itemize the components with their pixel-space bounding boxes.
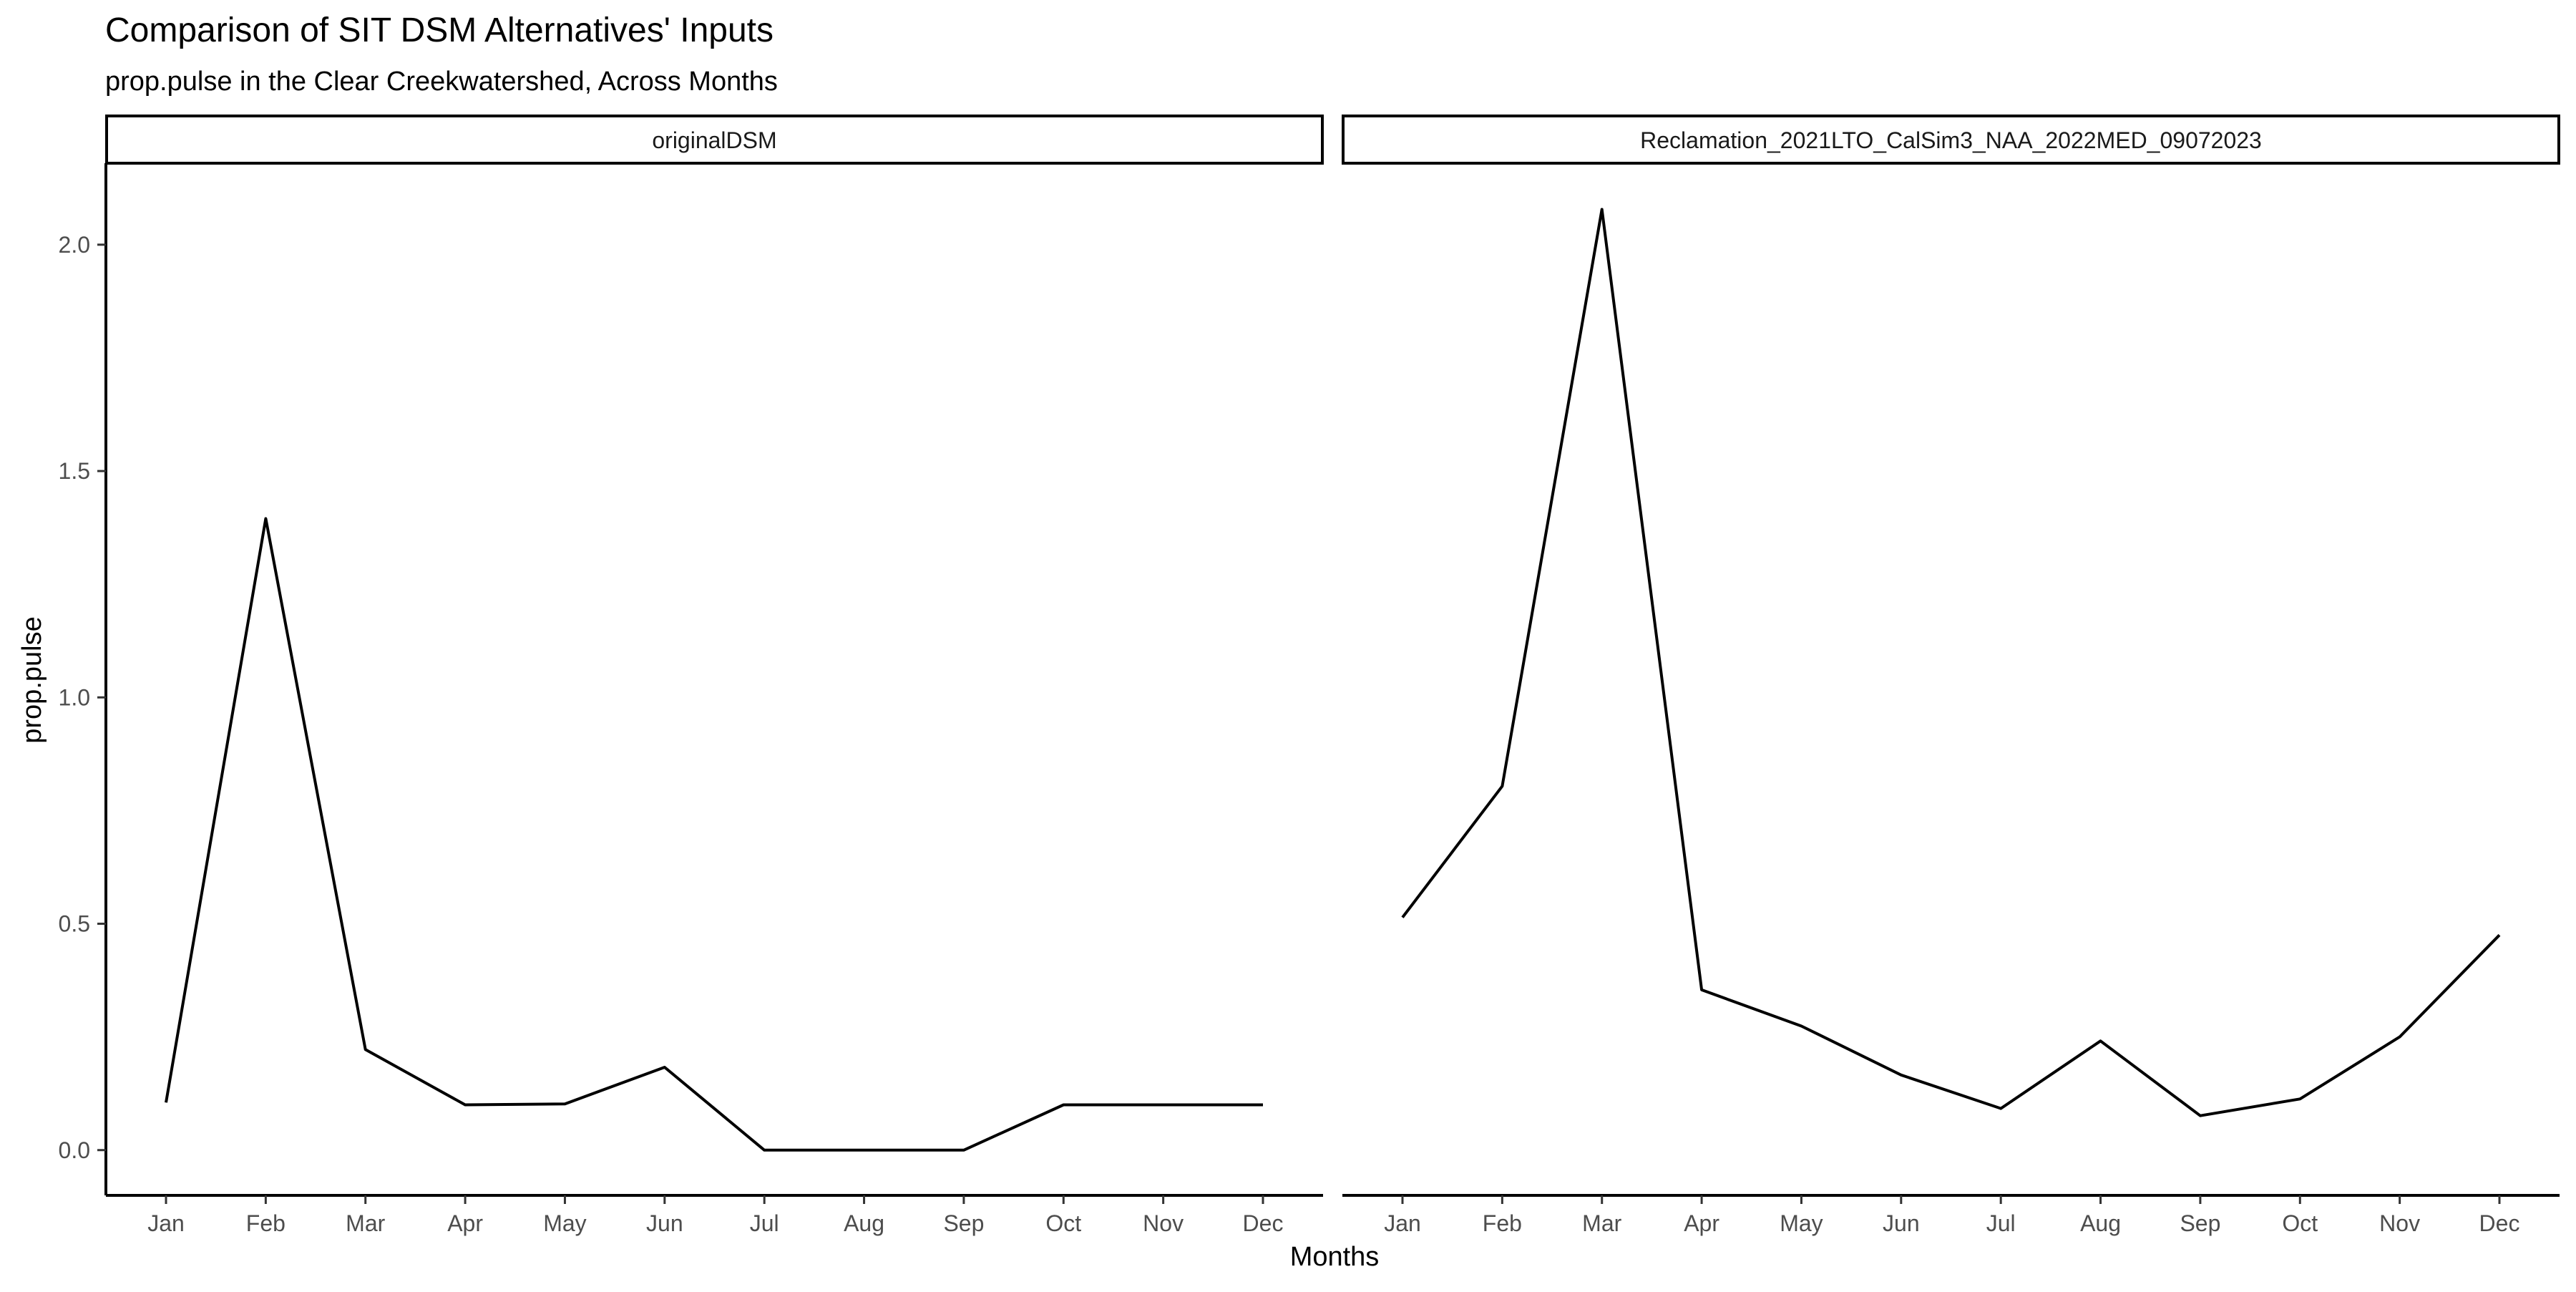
facet-strip-1: [105, 115, 1324, 165]
facet-strip-2: [1342, 115, 2560, 165]
y-tick-label-0: 0.0: [59, 1137, 90, 1163]
x-tick-label-2-sep: Sep: [2180, 1210, 2220, 1236]
x-tick-label-2-nov: Nov: [2379, 1210, 2420, 1236]
y-tick-label-4: 2.0: [59, 232, 90, 258]
x-tick-label-1-may: May: [543, 1210, 586, 1236]
x-tick-label-1-mar: Mar: [346, 1210, 385, 1236]
y-tick-label-2: 1.0: [59, 684, 90, 710]
x-tick-label-2-apr: Apr: [1684, 1210, 1719, 1236]
x-tick-label-2-aug: Aug: [2080, 1210, 2121, 1236]
x-tick-label-1-jul: Jul: [750, 1210, 779, 1236]
series-line-2: [1401, 208, 2501, 1117]
x-tick-label-1-aug: Aug: [844, 1210, 884, 1236]
chart-subtitle: prop.pulse in the Clear Creekwatershed, …: [105, 67, 778, 97]
x-tick-label-1-oct: Oct: [1045, 1210, 1081, 1236]
x-axis-title: Months: [1290, 1242, 1380, 1272]
x-tick-label-1-dec: Dec: [1243, 1210, 1284, 1236]
x-tick-label-2-mar: Mar: [1582, 1210, 1621, 1236]
x-tick-label-2-jul: Jul: [1986, 1210, 2016, 1236]
facet-strip-label-2: Reclamation_2021LTO_CalSim3_NAA_2022MED_…: [1640, 127, 2262, 153]
x-tick-label-2-feb: Feb: [1483, 1210, 1522, 1236]
x-tick-label-1-feb: Feb: [246, 1210, 286, 1236]
x-tick-label-2-oct: Oct: [2282, 1210, 2318, 1236]
x-tick-label-1-apr: Apr: [447, 1210, 483, 1236]
y-axis-title: prop.pulse: [17, 616, 47, 743]
series-line-1: [165, 517, 1263, 1152]
y-tick-label-1: 0.5: [59, 911, 90, 937]
x-tick-label-1-jun: Jun: [646, 1210, 683, 1236]
chart-title: Comparison of SIT DSM Alternatives' Inpu…: [105, 11, 774, 49]
x-tick-label-2-jun: Jun: [1883, 1210, 1920, 1236]
x-tick-label-1-jan: Jan: [147, 1210, 185, 1236]
x-tick-label-1-sep: Sep: [943, 1210, 984, 1236]
x-tick-label-2-dec: Dec: [2479, 1210, 2520, 1236]
x-tick-label-1-nov: Nov: [1143, 1210, 1184, 1236]
x-tick-label-2-may: May: [1780, 1210, 1823, 1236]
plot-area: originalDSM Jan Feb Mar Apr May Jun Jul Aug Sep Oc…: [59, 115, 2560, 1236]
x-tick-label-2-jan: Jan: [1384, 1210, 1421, 1236]
y-tick-label-3: 1.5: [59, 458, 90, 484]
facet-strip-label-1: originalDSM: [652, 127, 776, 153]
